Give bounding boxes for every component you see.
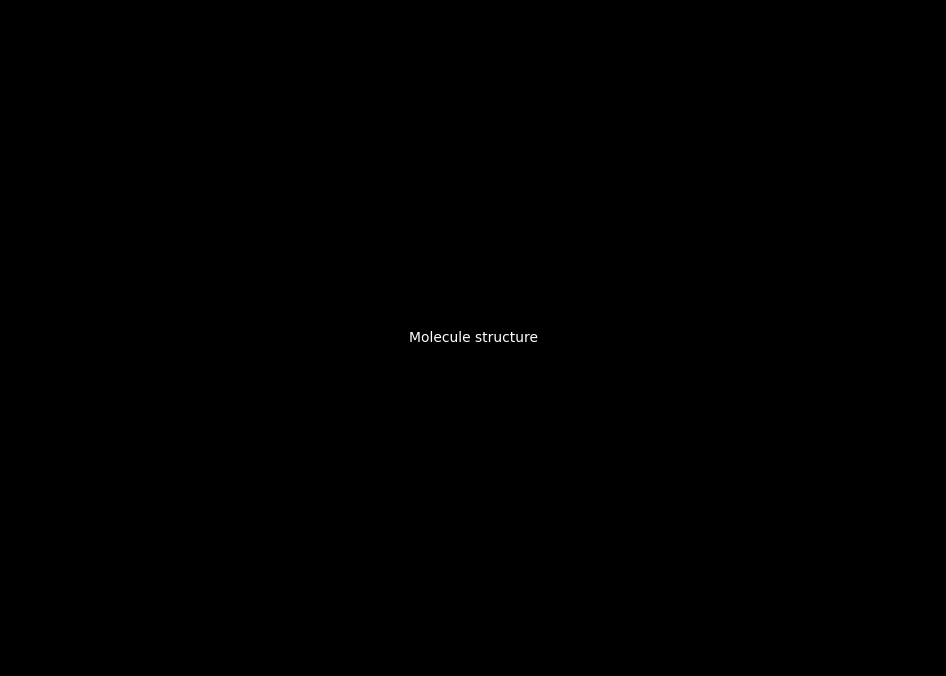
Text: Molecule structure: Molecule structure (409, 331, 537, 345)
